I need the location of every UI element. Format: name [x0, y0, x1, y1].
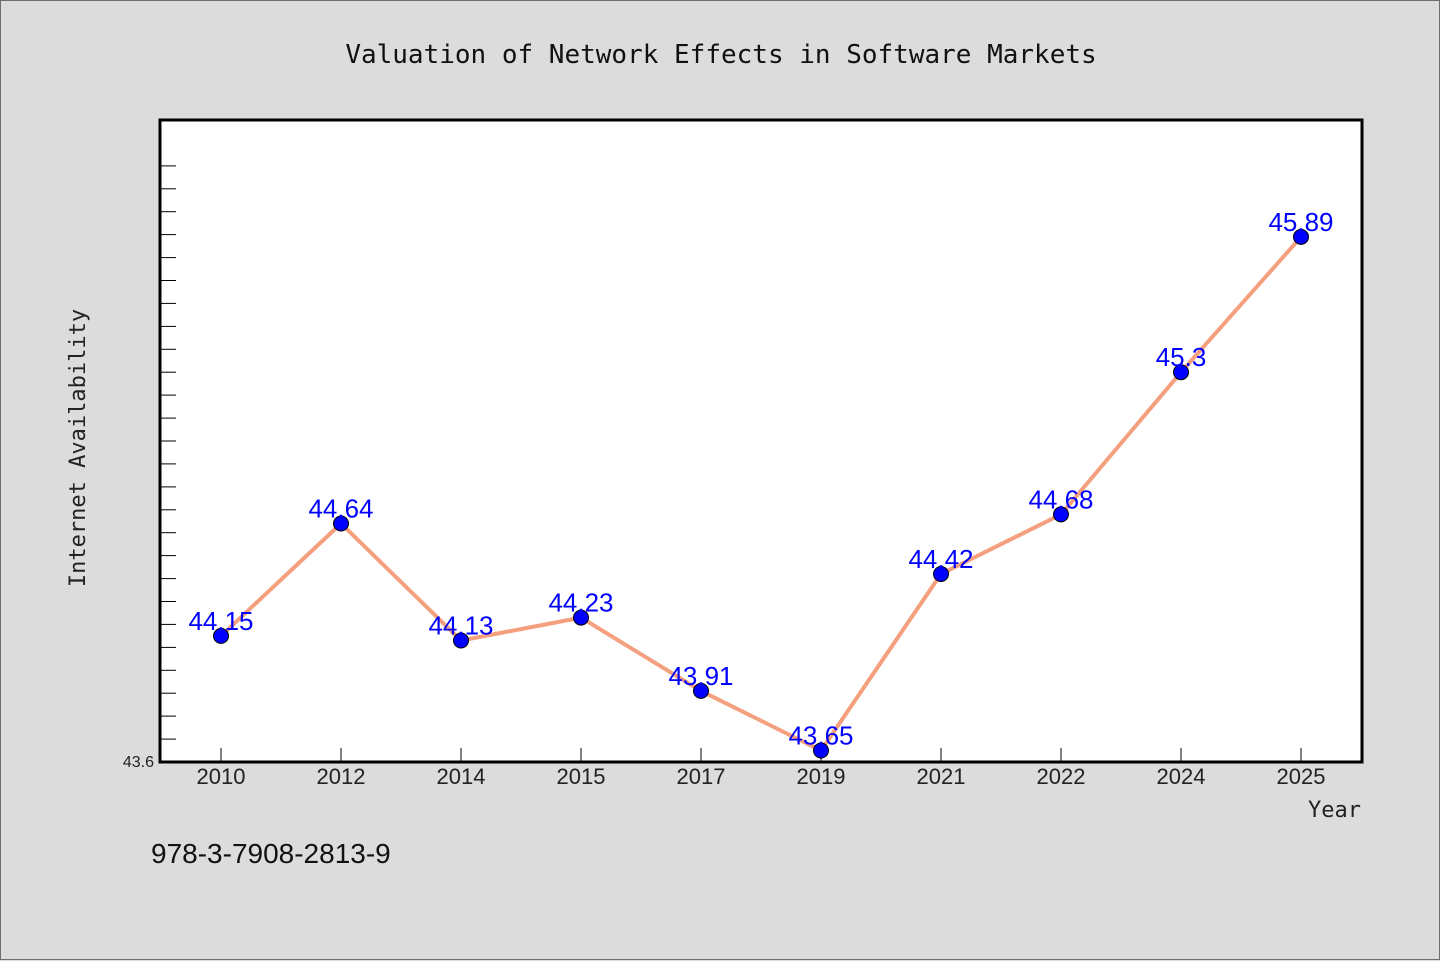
- data-label: 43.91: [668, 661, 733, 691]
- data-label: 44.64: [308, 494, 373, 524]
- data-point: [933, 566, 949, 582]
- data-point: [453, 632, 469, 649]
- data-label: 44.68: [1028, 484, 1093, 514]
- data-label: 45.89: [1268, 207, 1333, 237]
- x-tick-label: 2021: [917, 764, 966, 789]
- y-axis-title: Internet Availability: [66, 309, 91, 587]
- data-label: 45.3: [1156, 342, 1207, 372]
- x-axis-title: Year: [1308, 798, 1361, 823]
- data-point: [1293, 228, 1309, 245]
- data-point: [813, 742, 829, 759]
- x-tick-label: 2019: [797, 764, 846, 789]
- x-tick-label: 2012: [317, 764, 366, 789]
- data-point: [693, 682, 709, 699]
- x-tick-label: 2022: [1037, 764, 1086, 789]
- series-line: [219, 235, 1303, 753]
- chart-title: Valuation of Network Effects in Software…: [345, 40, 1096, 70]
- x-tick-label: 2025: [1277, 764, 1326, 789]
- data-point: [333, 515, 349, 532]
- y-axis-min-label: 43.6: [123, 754, 154, 771]
- x-axis-ticks: 2010 2012 2014 2015 2017 2019 2021 2022 2024 2025: [197, 748, 1326, 789]
- data-label: 44.15: [188, 606, 253, 636]
- x-tick-label: 2010: [197, 764, 246, 789]
- x-tick-label: 2015: [557, 764, 606, 789]
- data-point: [573, 609, 589, 626]
- x-tick-label: 2024: [1157, 764, 1206, 789]
- plot-area: [158, 118, 1364, 764]
- data-markers: [213, 228, 1309, 759]
- y-axis-ticks: [160, 165, 176, 763]
- data-label: 44.42: [908, 544, 973, 574]
- data-point: [1173, 364, 1189, 381]
- x-tick-label: 2014: [437, 764, 486, 789]
- data-label: 43.65: [788, 721, 853, 751]
- data-label: 44.23: [548, 588, 613, 618]
- isbn-footer: 978-3-7908-2813-9: [151, 838, 391, 869]
- data-point: [213, 627, 229, 644]
- data-point: [1053, 506, 1069, 523]
- data-labels: 44.15 44.64 44.13 44.23 43.91 43.65 44.42 44.68…: [188, 207, 1333, 751]
- x-tick-label: 2017: [677, 764, 726, 789]
- data-label: 44.13: [428, 611, 493, 641]
